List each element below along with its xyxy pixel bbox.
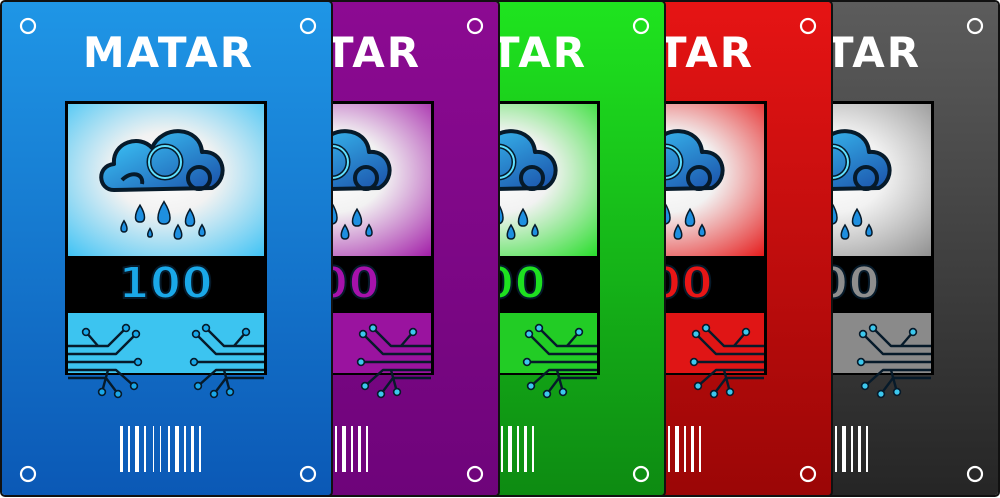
card-blue: MATAR 100 bbox=[0, 0, 333, 497]
cloud-swirl-icon bbox=[99, 129, 225, 192]
screw-hole-icon bbox=[299, 465, 317, 483]
screw-hole-icon bbox=[466, 465, 484, 483]
screw-hole-icon bbox=[466, 17, 484, 35]
barcode-icon bbox=[120, 426, 201, 472]
screw-hole-icon bbox=[799, 465, 817, 483]
screw-hole-icon bbox=[19, 17, 37, 35]
card-artwork bbox=[2, 2, 331, 495]
circuit-pattern-icon bbox=[68, 323, 264, 399]
screw-hole-icon bbox=[799, 17, 817, 35]
circuit-panel bbox=[68, 313, 264, 373]
denomination-value: 100 bbox=[118, 257, 214, 310]
brand-logo-text: MATAR bbox=[82, 28, 255, 77]
screw-hole-icon bbox=[632, 17, 650, 35]
screw-hole-icon bbox=[966, 465, 984, 483]
screw-hole-icon bbox=[632, 465, 650, 483]
screw-hole-icon bbox=[966, 17, 984, 35]
screw-hole-icon bbox=[19, 465, 37, 483]
screw-hole-icon bbox=[299, 17, 317, 35]
raindrops-icon bbox=[120, 200, 206, 240]
